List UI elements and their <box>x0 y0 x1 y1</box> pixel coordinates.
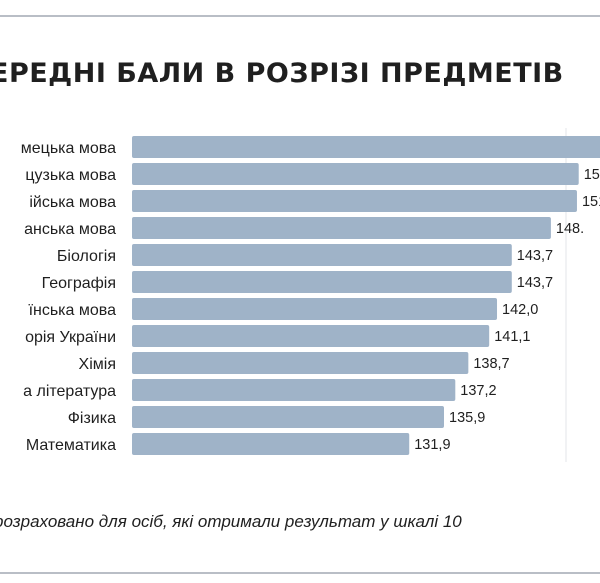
bar <box>132 325 490 347</box>
value-label: 135,9 <box>449 410 485 426</box>
bar <box>132 433 410 455</box>
value-label: 143,7 <box>517 275 553 291</box>
chart-title: ЕРЕДНІ БАЛИ В РОЗРІЗІ ПРЕДМЕТІВ <box>0 58 564 89</box>
bar <box>132 379 456 401</box>
bar <box>132 352 469 374</box>
category-label: їнська мова <box>28 302 117 319</box>
bar <box>132 190 577 212</box>
category-label: ійська мова <box>29 194 116 211</box>
top-divider <box>0 15 600 17</box>
footnote: розраховано для осіб, які отримали резул… <box>0 512 462 531</box>
category-label: орія України <box>25 329 116 346</box>
value-label: 131,9 <box>414 437 450 453</box>
value-label: 142,0 <box>502 302 538 318</box>
bar <box>132 298 498 320</box>
value-label: 143,7 <box>517 248 553 264</box>
category-label: Хімія <box>79 356 116 373</box>
bar <box>132 217 551 239</box>
value-label: 137,2 <box>460 383 496 399</box>
bar <box>132 244 512 266</box>
bar <box>132 406 445 428</box>
category-label: цузька мова <box>25 167 116 184</box>
category-label: а література <box>23 383 116 400</box>
value-label: 148. <box>556 221 584 237</box>
category-label: Математика <box>26 437 116 454</box>
category-label: мецька мова <box>21 140 116 157</box>
bar <box>132 136 600 158</box>
value-label: 141,1 <box>494 329 530 345</box>
category-label: Географія <box>42 275 116 292</box>
value-label: 151 <box>582 194 600 210</box>
value-label: 151 <box>584 167 600 183</box>
bar <box>132 163 579 185</box>
category-label: Біологія <box>57 248 116 265</box>
bottom-divider <box>0 572 600 574</box>
bar <box>132 271 512 293</box>
category-label: Фізика <box>68 410 116 427</box>
category-label: анська мова <box>24 221 116 238</box>
value-label: 138,7 <box>473 356 509 372</box>
